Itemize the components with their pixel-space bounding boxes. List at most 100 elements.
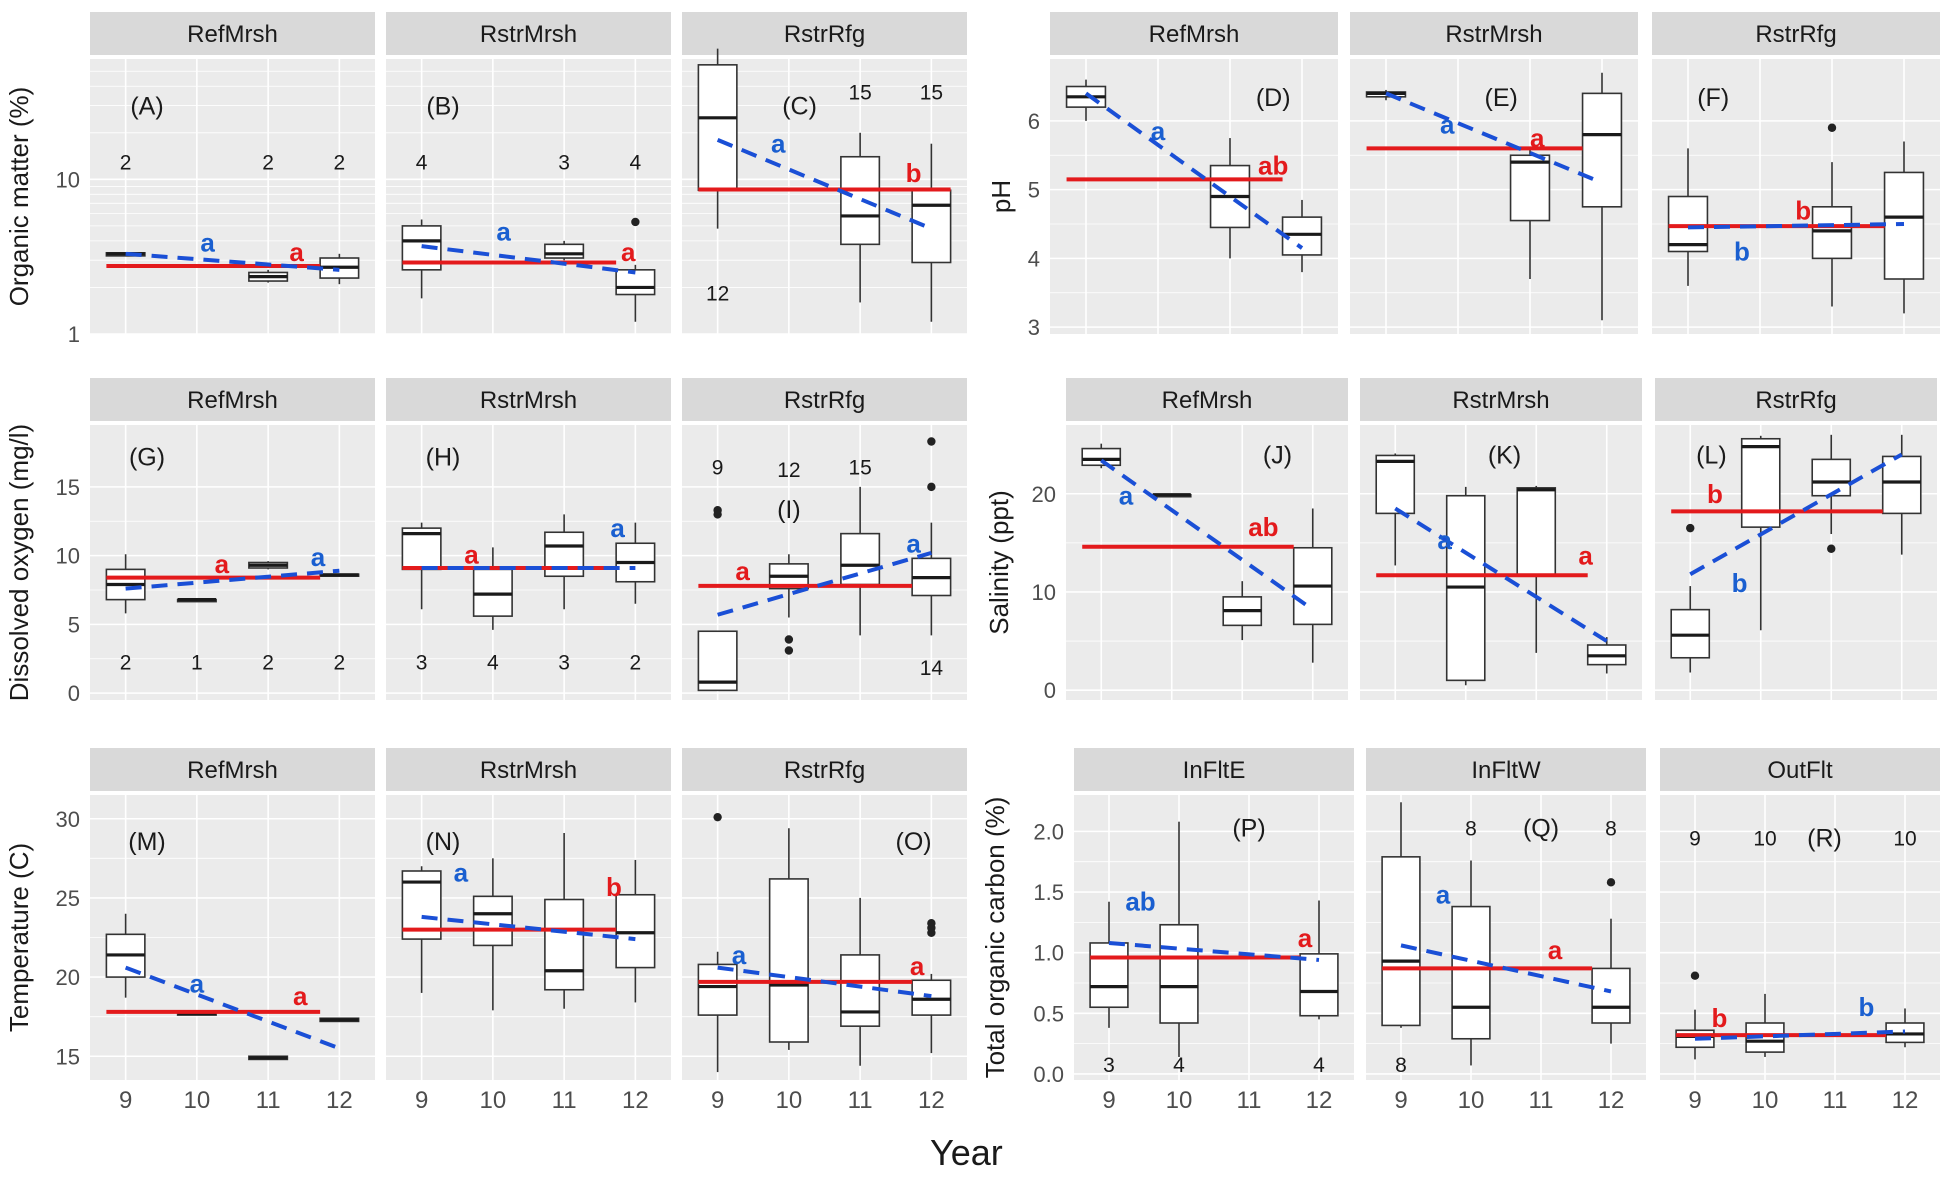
trend-line: [125, 251, 340, 272]
y-tick-label: 1.0: [1033, 941, 1064, 966]
y-tick-label: 0: [68, 681, 80, 706]
panel-label: (J): [1263, 441, 1292, 469]
facet-label: RstrRfg: [784, 387, 865, 414]
significance-letter: a: [311, 542, 326, 572]
facet-strip: [90, 748, 375, 791]
panel-label: (K): [1488, 441, 1521, 469]
y-tick-label: 25: [56, 886, 80, 911]
sample-count: 4: [416, 152, 428, 175]
significance-letter: a: [906, 528, 921, 558]
x-tick-label: 12: [326, 1087, 353, 1114]
facet-strip: [90, 378, 375, 421]
significance-letter: a: [215, 549, 230, 579]
facet-strip: [1074, 748, 1354, 791]
y-tick-label: 15: [56, 475, 80, 500]
y-tick-label: 10: [56, 167, 80, 192]
box: [544, 898, 585, 991]
box: [840, 954, 881, 1027]
significance-letter: a: [621, 237, 636, 267]
significance-letter: a: [910, 951, 925, 981]
sample-count: 15: [920, 81, 943, 104]
trend-line: [1689, 452, 1903, 577]
significance-letter: a: [496, 217, 511, 247]
significance-letter: a: [464, 539, 479, 569]
facet-strip: [1050, 12, 1338, 55]
facet-label: RstrMrsh: [480, 387, 577, 414]
sample-count: 2: [334, 652, 346, 675]
facet-label: RefMrsh: [187, 757, 278, 784]
box: [768, 878, 809, 1043]
panel-label: (B): [426, 93, 459, 121]
panel-label: (L): [1696, 441, 1727, 469]
facet-strip: [1350, 12, 1638, 55]
facet-label: InFltW: [1471, 757, 1541, 784]
outlier-point: [1606, 878, 1616, 887]
sample-count: 14: [920, 657, 944, 680]
y-axis-title: Organic matter (%): [4, 87, 34, 307]
facet-strip: [1366, 748, 1646, 791]
sample-count: 8: [1395, 1054, 1407, 1077]
y-tick-label: 1: [68, 322, 80, 347]
significance-letter: a: [293, 981, 308, 1011]
x-tick-label: 11: [256, 1087, 281, 1114]
x-tick-label: 11: [848, 1087, 873, 1114]
outlier-point: [1686, 523, 1695, 533]
trend-line: [717, 550, 932, 617]
trend-line: [124, 965, 341, 1051]
facet-label: RefMrsh: [187, 387, 278, 414]
facet-label: OutFlt: [1767, 757, 1833, 784]
box: [1740, 437, 1781, 528]
panel-label: (D): [1256, 84, 1291, 112]
box: [911, 189, 952, 264]
significance-letter: b: [1795, 195, 1811, 225]
facet-label: RefMrsh: [1162, 387, 1253, 414]
facet-label: RstrRfg: [1755, 387, 1836, 414]
sample-count: 4: [1313, 1054, 1325, 1077]
significance-letter: b: [906, 158, 922, 188]
y-tick-label: 4: [1028, 246, 1040, 271]
x-tick-label: 11: [1823, 1087, 1848, 1114]
trend-line: [716, 138, 933, 231]
significance-letter: b: [1734, 237, 1750, 267]
trend-line: [1108, 940, 1320, 962]
box: [472, 895, 513, 947]
x-tick-label: 9: [1102, 1087, 1115, 1114]
significance-letter: a: [1151, 116, 1166, 146]
significance-letter: a: [200, 228, 215, 258]
significance-letter: ab: [1248, 512, 1278, 542]
outlier-point: [631, 217, 640, 227]
sample-count: 12: [777, 459, 800, 482]
sample-count: 2: [262, 652, 274, 675]
facet-strip: [1660, 748, 1940, 791]
facet-strip: [386, 12, 671, 55]
x-tick-label: 10: [480, 1087, 507, 1114]
facet-strip: [1360, 378, 1642, 421]
box: [1811, 206, 1853, 260]
x-tick-label: 12: [1892, 1087, 1919, 1114]
trend-line: [1694, 1029, 1906, 1041]
sample-count: 2: [120, 652, 132, 675]
trend-line: [1400, 943, 1612, 994]
y-tick-label: 0: [1044, 678, 1056, 703]
facet-label: RefMrsh: [1149, 21, 1240, 48]
significance-letter: a: [1119, 481, 1134, 511]
box: [1381, 856, 1421, 1027]
sample-count: 9: [712, 456, 724, 479]
facet-label: RstrRfg: [1755, 21, 1836, 48]
sample-count: 4: [630, 152, 642, 175]
x-tick-label: 11: [552, 1087, 577, 1114]
box: [697, 963, 738, 1016]
significance-letter: b: [606, 872, 622, 902]
facet-strip: [1652, 12, 1940, 55]
facet-label: RstrMrsh: [480, 21, 577, 48]
outlier-point: [1690, 971, 1700, 980]
panel-label: (Q): [1523, 815, 1559, 843]
sample-count: 1: [191, 652, 203, 675]
y-tick-label: 2.0: [1033, 819, 1064, 844]
panel-label: (R): [1807, 824, 1842, 852]
y-tick-label: 15: [56, 1044, 80, 1069]
x-tick-label: 9: [119, 1087, 132, 1114]
y-tick-label: 0.0: [1033, 1062, 1064, 1087]
y-tick-label: 0.5: [1033, 1001, 1064, 1026]
